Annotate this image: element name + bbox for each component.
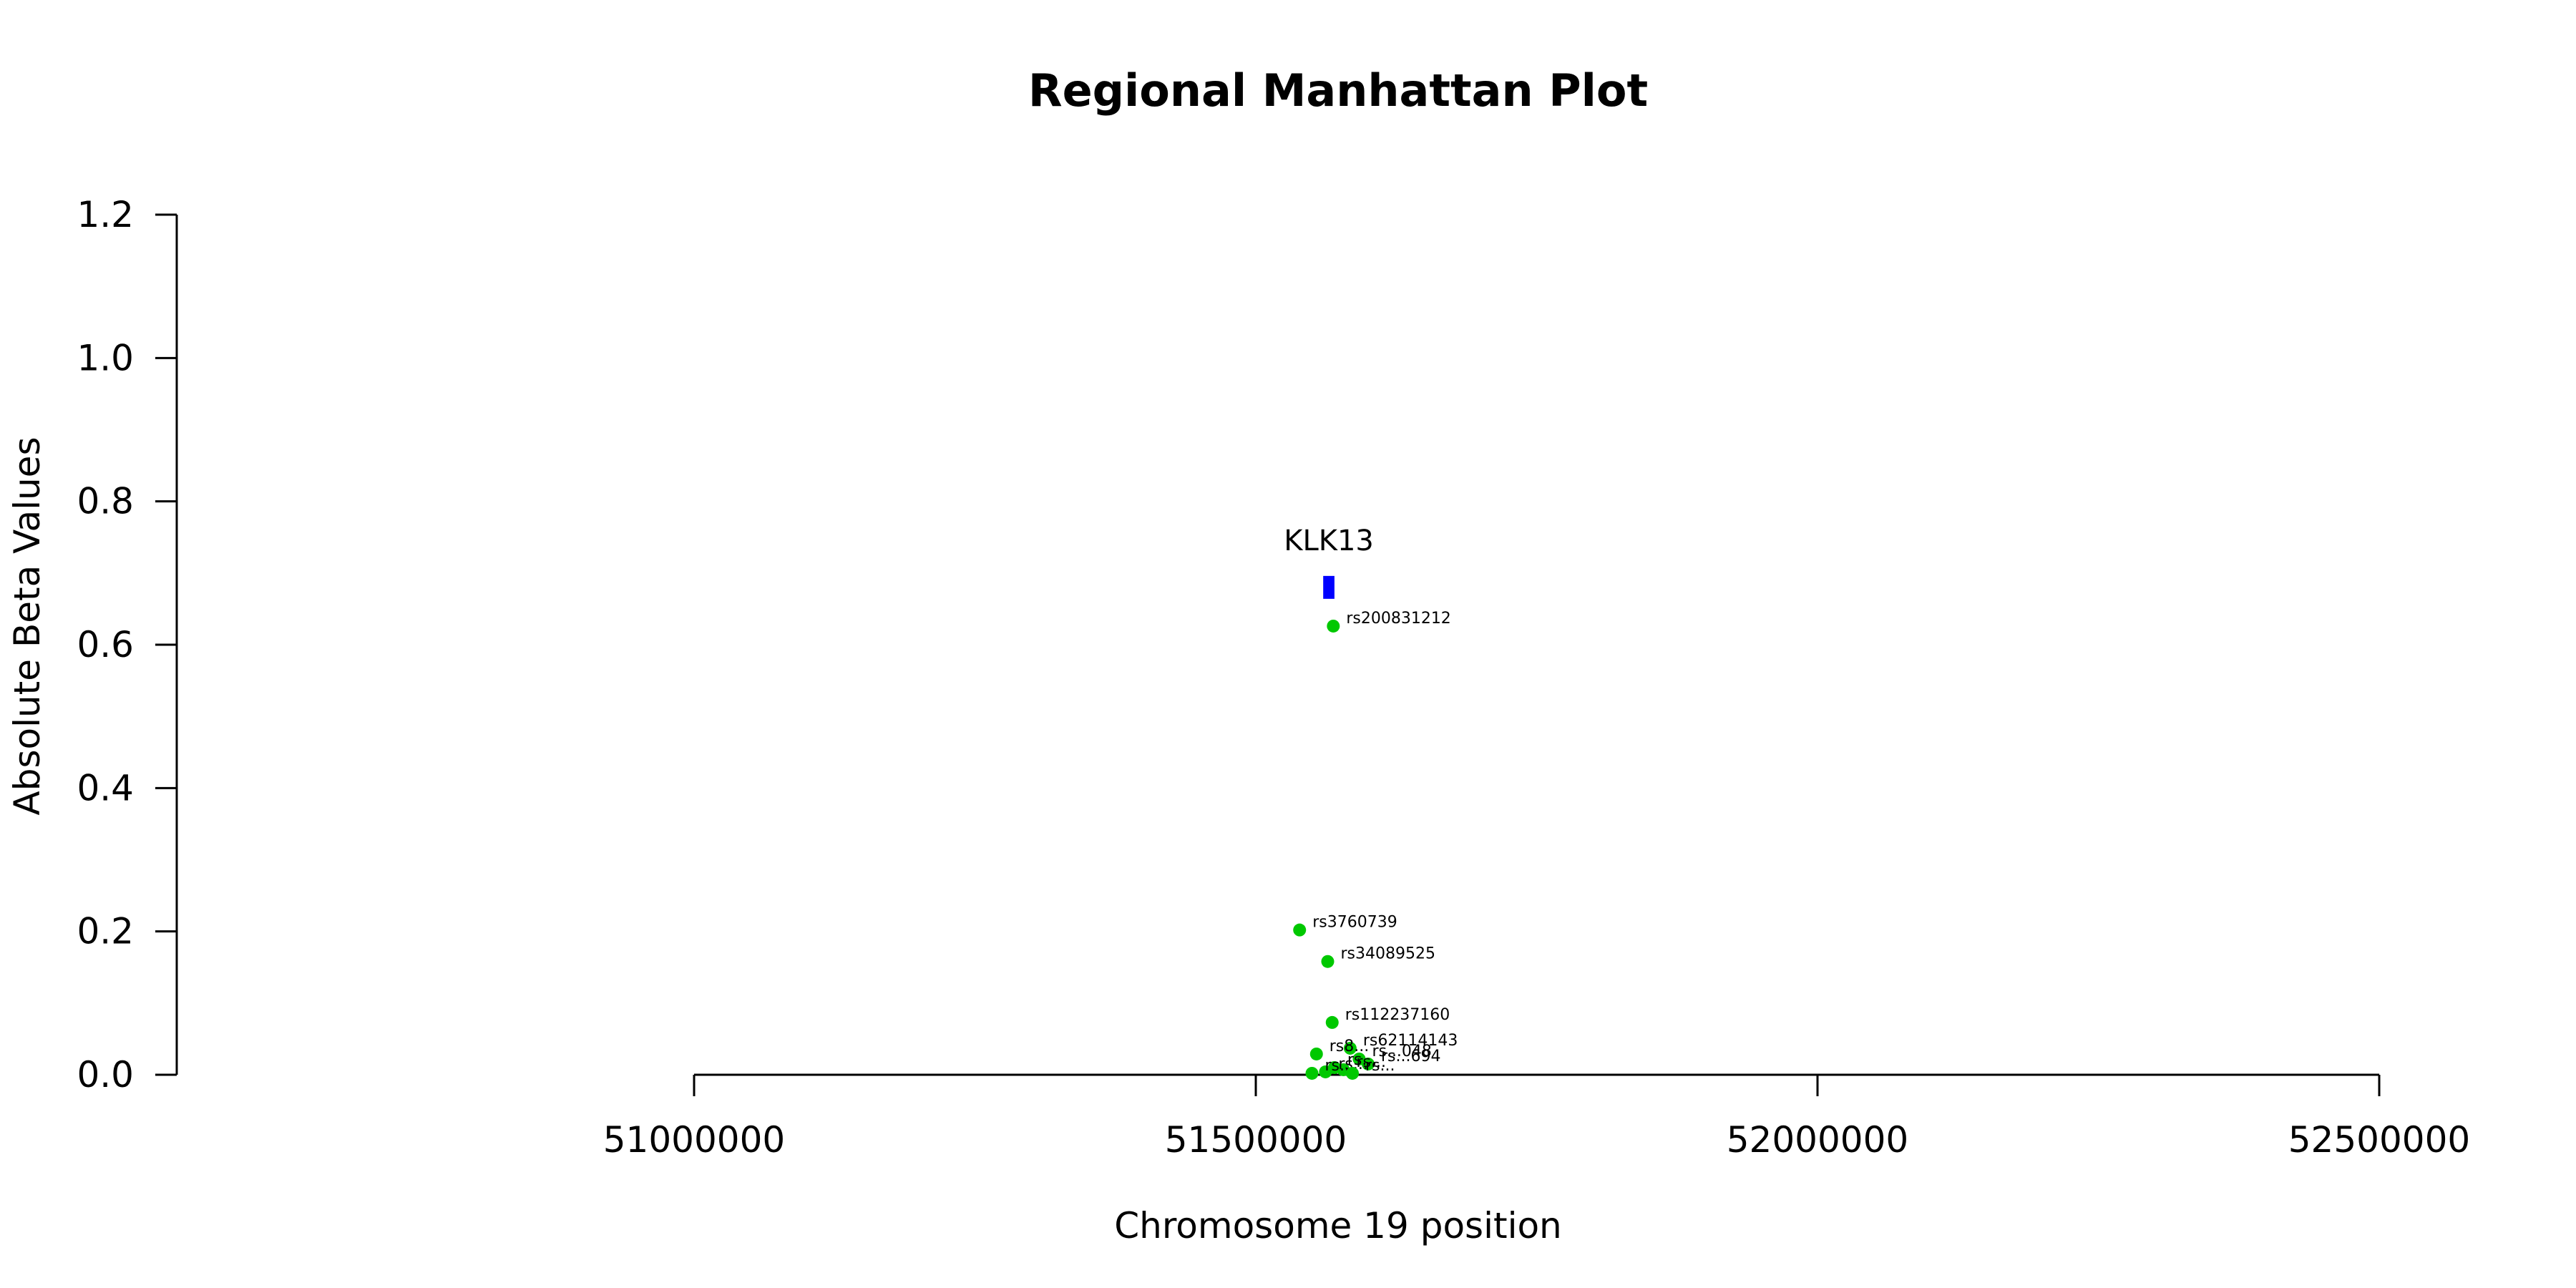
data-point xyxy=(1346,1066,1360,1080)
x-tick-label: 52000000 xyxy=(1727,1119,1909,1161)
point-label: rs62114143 xyxy=(1363,1032,1458,1050)
data-point xyxy=(1309,1047,1323,1060)
y-tick-label: 0.0 xyxy=(77,1054,134,1096)
y-tick-label: 1.0 xyxy=(77,337,134,379)
data-point xyxy=(1321,955,1335,968)
y-axis-label: Absolute Beta Values xyxy=(6,437,48,816)
y-tick-label: 0.8 xyxy=(77,481,134,522)
y-tick-label: 0.2 xyxy=(77,911,134,952)
y-tick-label: 0.6 xyxy=(77,624,134,665)
data-point xyxy=(1325,1015,1339,1029)
point-label: rs...048 xyxy=(1372,1043,1431,1060)
y-axis: 0.0 0.2 0.4 0.6 0.8 1.0 1.2 xyxy=(77,194,178,1096)
data-point xyxy=(1343,1041,1357,1055)
point-label: rs112237160 xyxy=(1345,1006,1450,1024)
gene-marker xyxy=(1323,575,1335,599)
y-tick-label: 1.2 xyxy=(77,194,134,235)
point-label: rs34089525 xyxy=(1340,945,1435,963)
data-point xyxy=(1305,1066,1319,1080)
gene-label: KLK13 xyxy=(1284,525,1374,557)
x-axis-label: Chromosome 19 position xyxy=(1114,1205,1562,1246)
data-point xyxy=(1319,1065,1332,1078)
x-tick-label: 52500000 xyxy=(2288,1119,2471,1161)
point-label: rs... xyxy=(1347,1051,1377,1069)
data-point xyxy=(1327,619,1340,633)
y-tick-label: 0.4 xyxy=(77,767,134,809)
data-point xyxy=(1362,1057,1375,1070)
point-label: rs... xyxy=(1356,1053,1386,1071)
point-label: rs8... xyxy=(1330,1038,1369,1055)
point-label: rs...694 xyxy=(1381,1048,1440,1065)
x-tick-label: 51500000 xyxy=(1165,1119,1347,1161)
x-axis: 51000000 51500000 52000000 52500000 xyxy=(603,1073,2471,1161)
data-point xyxy=(1293,923,1307,937)
gene-layer: KLK13 xyxy=(1284,525,1374,599)
point-label: rs... xyxy=(1365,1057,1395,1075)
point-label: rs200831212 xyxy=(1346,610,1450,628)
x-tick-label: 51000000 xyxy=(603,1119,786,1161)
chart-title: Regional Manhattan Plot xyxy=(1028,64,1648,117)
point-label: rs3760739 xyxy=(1312,914,1397,932)
points-layer: rs200831212 rs3760739 rs34089525 rs11223716… xyxy=(1293,610,1458,1080)
